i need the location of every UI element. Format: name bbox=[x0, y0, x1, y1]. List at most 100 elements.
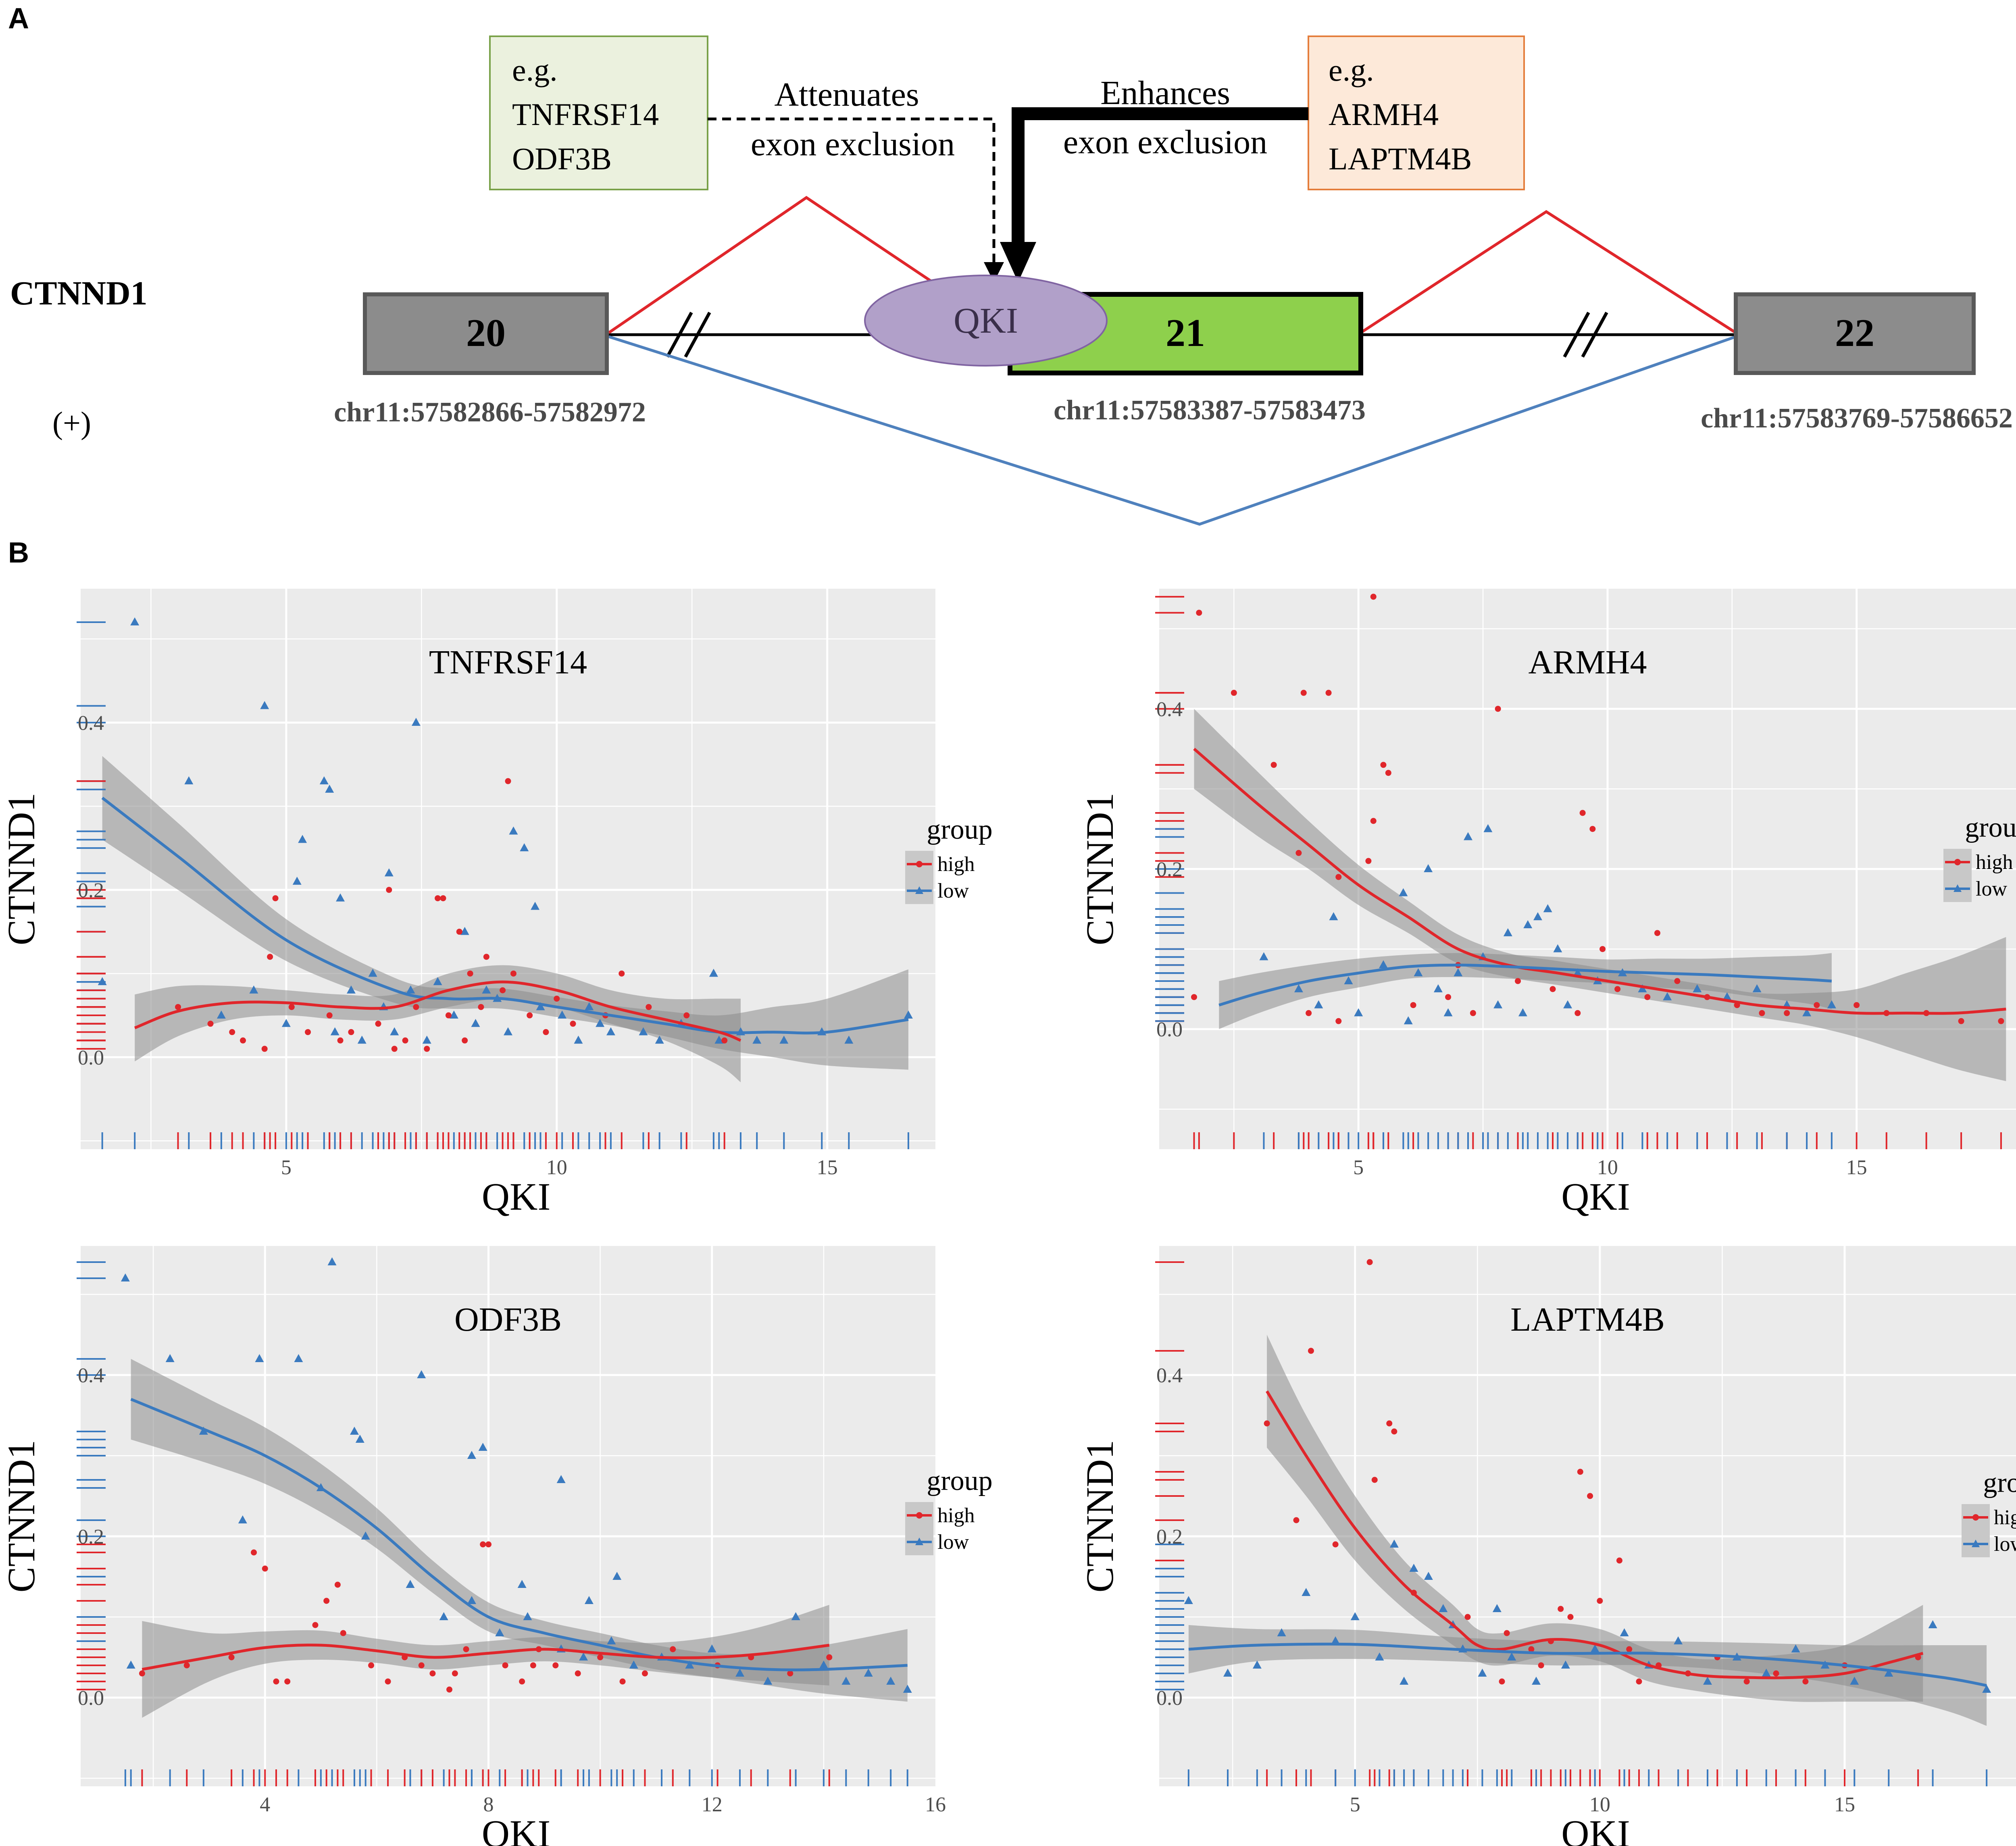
data-point-low bbox=[449, 1011, 458, 1019]
legend: group high low bbox=[905, 1465, 993, 1555]
confidence-band-low bbox=[131, 1359, 908, 1702]
data-point-low bbox=[714, 1036, 724, 1044]
legend-key-marker-high bbox=[1954, 859, 1961, 865]
x-tick-label: 10 bbox=[1597, 1156, 1618, 1179]
data-point-high bbox=[1958, 1018, 1964, 1024]
data-point-high bbox=[519, 1678, 525, 1685]
data-point-high bbox=[1504, 1630, 1510, 1636]
data-point-high bbox=[1515, 978, 1521, 984]
data-point-high bbox=[1528, 1646, 1535, 1652]
legend-label-low: low bbox=[937, 879, 969, 902]
data-point-low bbox=[1553, 944, 1562, 952]
strand-label: (+) bbox=[52, 405, 91, 440]
data-point-low bbox=[478, 1443, 487, 1451]
data-point-high bbox=[240, 1037, 246, 1044]
data-point-high bbox=[575, 1670, 581, 1677]
data-point-low bbox=[471, 1019, 480, 1027]
points-high bbox=[1264, 1259, 1921, 1685]
exon-20-coord: chr11:57582866-57582972 bbox=[334, 397, 646, 428]
data-point-low bbox=[1493, 1000, 1503, 1008]
data-point-high bbox=[502, 1662, 508, 1669]
data-point-high bbox=[570, 1021, 576, 1027]
data-point-low bbox=[1663, 992, 1672, 1000]
data-point-low bbox=[1414, 968, 1423, 977]
rug-y bbox=[1155, 1261, 1184, 1690]
data-point-low bbox=[1375, 1652, 1384, 1661]
inclusion-junction-right bbox=[1360, 210, 1737, 334]
data-point-high bbox=[1306, 1010, 1312, 1016]
data-point-low bbox=[685, 1661, 694, 1669]
data-point-low bbox=[584, 1596, 594, 1604]
break-mark-left-2 bbox=[684, 312, 711, 358]
data-point-high bbox=[485, 1541, 492, 1548]
scatter-plot-armh4: ARMH4 5 10 15 0.0 0.2 0.4 QKI CTNND1 group high low bbox=[1078, 589, 2016, 1218]
data-point-low bbox=[1884, 1669, 1893, 1677]
data-point-high bbox=[1854, 1002, 1860, 1008]
attenuates-arrow-head bbox=[984, 262, 1004, 282]
data-point-high bbox=[467, 970, 473, 977]
data-point-high bbox=[1464, 1614, 1471, 1620]
data-point-low bbox=[844, 1036, 854, 1044]
data-point-high bbox=[1998, 1018, 2004, 1024]
data-point-high bbox=[1385, 770, 1391, 776]
data-point-low bbox=[1523, 920, 1533, 928]
break-mark-left-1 bbox=[666, 312, 693, 358]
data-point-low bbox=[357, 1036, 367, 1044]
data-point-low bbox=[294, 1354, 303, 1362]
regulator-box-right-gene1: ARMH4 bbox=[1329, 97, 1439, 132]
exon-22-coord: chr11:57583769-57586652 bbox=[1701, 403, 2013, 434]
data-point-low bbox=[255, 1354, 264, 1362]
data-point-high bbox=[139, 1670, 145, 1677]
plot-title: ODF3B bbox=[454, 1301, 562, 1338]
data-point-low bbox=[482, 985, 491, 994]
x-axis-label: QKI bbox=[482, 1812, 551, 1846]
data-point-low bbox=[707, 1644, 716, 1652]
data-point-high bbox=[207, 1021, 214, 1027]
data-point-low bbox=[130, 617, 140, 625]
data-point-low bbox=[1294, 984, 1303, 992]
data-point-high bbox=[261, 1046, 268, 1052]
data-point-high bbox=[1549, 986, 1556, 992]
y-tick-label: 0.4 bbox=[1156, 1364, 1183, 1387]
data-point-low bbox=[422, 1036, 431, 1044]
data-point-low bbox=[585, 1002, 594, 1011]
data-point-low bbox=[520, 843, 529, 852]
legend-title: group bbox=[927, 1465, 992, 1496]
data-point-low bbox=[439, 1612, 448, 1620]
data-point-low bbox=[1389, 1540, 1399, 1548]
data-point-high bbox=[1300, 690, 1307, 696]
data-point-high bbox=[445, 1012, 452, 1019]
x-tick-label: 8 bbox=[483, 1793, 494, 1816]
data-point-low bbox=[752, 1036, 762, 1044]
data-point-low bbox=[1433, 984, 1443, 992]
data-point-low bbox=[1722, 992, 1732, 1000]
data-point-low bbox=[1302, 1588, 1311, 1596]
x-tick-label: 4 bbox=[260, 1793, 270, 1816]
data-point-high bbox=[1814, 1002, 1820, 1008]
data-point-low bbox=[735, 1669, 745, 1677]
data-point-high bbox=[670, 1646, 676, 1652]
data-point-low bbox=[260, 701, 269, 709]
data-point-low bbox=[639, 1027, 648, 1036]
data-point-low bbox=[361, 1531, 370, 1540]
data-point-high bbox=[1295, 850, 1302, 856]
data-point-high bbox=[446, 1686, 453, 1693]
y-tick-label: 0.0 bbox=[78, 1687, 104, 1710]
data-point-low bbox=[531, 902, 540, 910]
confidence-band-high bbox=[1194, 708, 2006, 1081]
data-point-low bbox=[336, 893, 345, 902]
data-point-low bbox=[1454, 968, 1463, 977]
legend: group high low bbox=[1962, 1467, 2016, 1557]
data-point-high bbox=[683, 1012, 690, 1019]
data-point-low bbox=[1259, 952, 1268, 961]
data-point-high bbox=[619, 1678, 626, 1685]
data-point-high bbox=[1587, 1493, 1593, 1499]
data-point-high bbox=[1773, 1670, 1779, 1677]
data-point-low bbox=[509, 826, 518, 835]
exon-22 bbox=[1734, 292, 1976, 375]
data-point-high bbox=[1579, 810, 1586, 816]
legend-title: group bbox=[1983, 1467, 2016, 1498]
plot-panel-background bbox=[81, 1246, 935, 1786]
data-point-low bbox=[1223, 1669, 1232, 1677]
data-point-low bbox=[1532, 1677, 1541, 1685]
